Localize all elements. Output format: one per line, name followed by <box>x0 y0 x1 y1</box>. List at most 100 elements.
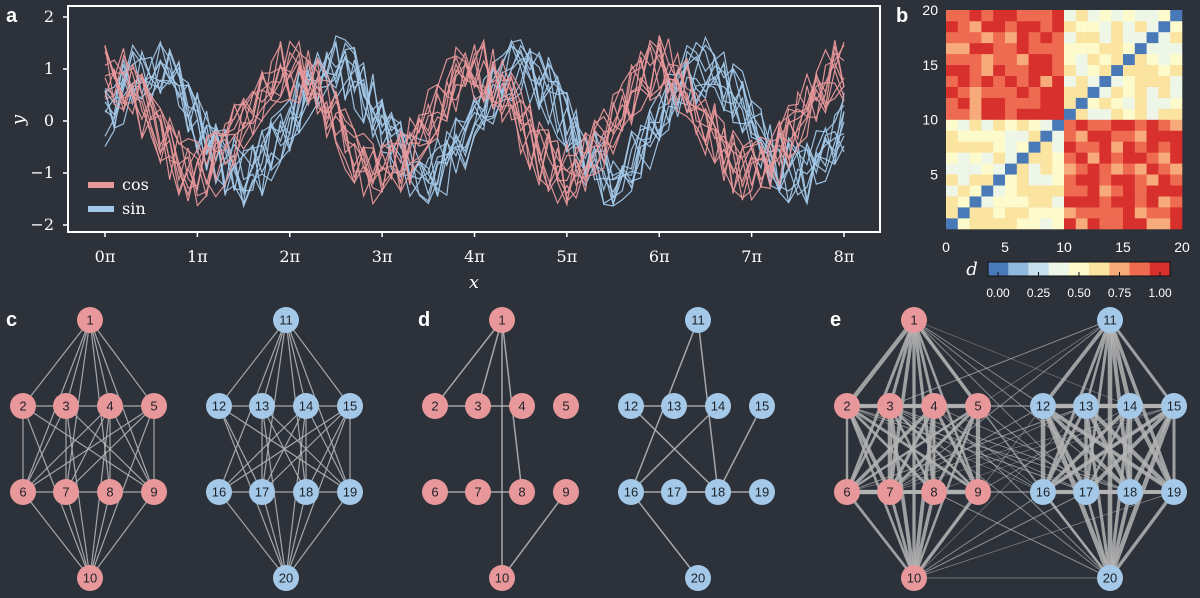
heatmap-cell <box>1016 196 1029 208</box>
heatmap-cell <box>1064 185 1077 197</box>
heatmap-cell <box>1158 130 1171 142</box>
heatmap-cell <box>1040 42 1053 55</box>
network-edge <box>22 405 155 493</box>
heatmap-cell <box>1170 31 1183 44</box>
heatmap-cell <box>1123 119 1136 131</box>
network-node-16 <box>1030 479 1056 505</box>
y-tick-label: −1 <box>30 163 54 182</box>
network-node-9 <box>965 479 991 505</box>
heatmap-cell <box>1064 64 1077 76</box>
x-tick-label: 2π <box>279 247 300 266</box>
heatmap-cell <box>1170 75 1183 87</box>
colorbar-swatch <box>1048 262 1070 276</box>
heatmap-cell <box>957 119 970 131</box>
network-edge <box>218 405 263 493</box>
network-node-label: 7 <box>886 485 893 500</box>
heatmap-cell <box>1087 196 1100 208</box>
heatmap-cell <box>1052 130 1065 142</box>
heatmap-cell <box>1016 75 1029 87</box>
heatmap-cell <box>1134 75 1147 87</box>
heatmap-cell <box>1064 42 1077 55</box>
heatmap-cell <box>1052 86 1065 98</box>
heatmap-cell <box>1075 10 1088 22</box>
network-node-label: 10 <box>495 571 509 586</box>
heatmap-cell <box>1123 31 1136 44</box>
heatmap-cell <box>1170 53 1183 66</box>
heatmap-cell <box>1134 97 1147 109</box>
heatmap-cell <box>981 196 994 208</box>
colorbar-tick-label: 0.50 <box>1067 286 1091 300</box>
network-edge <box>218 405 351 493</box>
heatmap-cell <box>1087 75 1100 87</box>
heatmap-cell <box>1005 20 1018 33</box>
network-edge <box>1108 490 1176 580</box>
heatmap-cell <box>1064 53 1077 66</box>
network-node-label: 17 <box>667 485 681 500</box>
heatmap-cell <box>993 64 1006 76</box>
network-node-15 <box>749 393 775 419</box>
network-node-19 <box>1161 479 1187 505</box>
heatmap-y-tick-label: 15 <box>922 57 938 73</box>
heatmap-cell <box>1158 42 1171 55</box>
heatmap-cell <box>1016 97 1029 109</box>
heatmap-cell <box>1146 141 1159 153</box>
heatmap-cell <box>1123 97 1136 109</box>
heatmap-cell <box>946 152 959 164</box>
heatmap-cell <box>946 185 959 197</box>
heatmap-cell <box>1040 64 1053 76</box>
heatmap-cell <box>1158 31 1171 44</box>
network-node-15 <box>1161 393 1187 419</box>
network-node-label: 12 <box>1036 399 1050 414</box>
heatmap-cell <box>1016 119 1029 131</box>
heatmap-cell <box>946 10 959 22</box>
heatmap-cell <box>1064 163 1077 175</box>
network-edge <box>889 319 1111 407</box>
network-node-13 <box>249 393 275 419</box>
series-line-cos-8 <box>104 38 845 207</box>
network-node-label: 9 <box>150 485 157 500</box>
network-edge <box>22 319 91 407</box>
network-node-4 <box>97 393 123 419</box>
heatmap-cell <box>1087 64 1100 76</box>
network-node-9 <box>141 479 167 505</box>
heatmap-cell <box>1040 207 1053 219</box>
colorbar-tick-label: 1.00 <box>1148 286 1172 300</box>
heatmap-cell <box>969 196 982 208</box>
heatmap-cell <box>1005 75 1018 87</box>
network-node-label: 11 <box>279 313 293 328</box>
heatmap-cell <box>1099 207 1112 219</box>
heatmap-cell <box>993 196 1006 208</box>
heatmap-cell <box>1170 119 1183 131</box>
heatmap-cell <box>946 75 959 87</box>
series-line-cos-7 <box>104 38 845 203</box>
heatmap-cell <box>1075 97 1088 109</box>
heatmap-cell <box>969 119 982 131</box>
heatmap-cell <box>1075 163 1088 175</box>
network-node-label: 2 <box>19 399 26 414</box>
network-node-label: 3 <box>62 399 69 414</box>
network-edge <box>888 404 980 494</box>
heatmap-cell <box>1052 119 1065 131</box>
network-edge <box>218 491 287 579</box>
network-node-label: 17 <box>1079 485 1093 500</box>
x-tick-label: 5π <box>557 247 578 266</box>
heatmap-cell <box>957 130 970 142</box>
heatmap-cell <box>1028 174 1041 186</box>
network-edge <box>89 319 155 407</box>
network-edge <box>845 404 936 494</box>
heatmap-cell <box>1170 64 1183 76</box>
heatmap-cell <box>1016 130 1029 142</box>
network-node-label: 3 <box>886 399 893 414</box>
network-node-label: 10 <box>907 571 921 586</box>
x-axis-label: x <box>469 272 479 293</box>
heatmap-cell <box>993 31 1006 44</box>
heatmap-cell <box>969 86 982 98</box>
heatmap-cell <box>1123 174 1136 186</box>
colorbar-swatch <box>1068 262 1090 276</box>
heatmap-cell <box>1111 119 1124 131</box>
heatmap-cell <box>1111 10 1124 22</box>
network-node-1 <box>489 307 515 333</box>
heatmap-cell <box>957 196 970 208</box>
heatmap-cell <box>1005 31 1018 44</box>
network-edge <box>845 491 916 579</box>
